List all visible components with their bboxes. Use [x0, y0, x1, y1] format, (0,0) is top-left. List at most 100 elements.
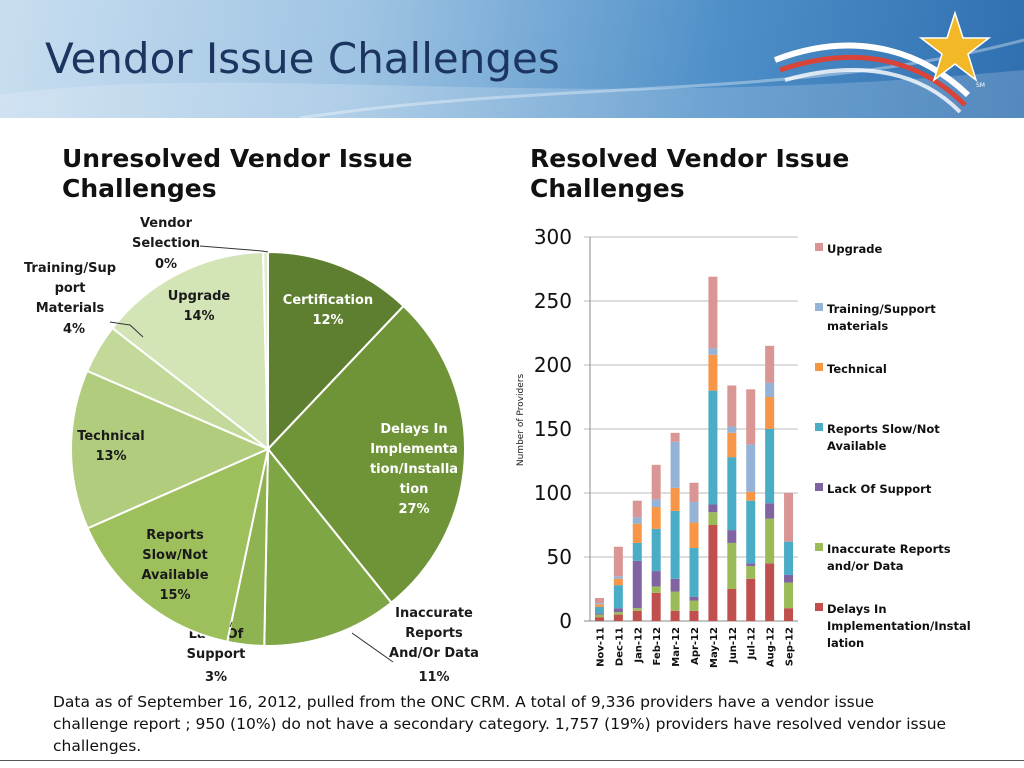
y-tick-label: 0 — [559, 609, 572, 633]
bar-segment-May-12-2 — [708, 505, 717, 513]
bar-segment-Sep-12-0 — [784, 608, 793, 621]
bar-segment-Sep-12-6 — [784, 493, 793, 542]
bar-segment-Jun-12-0 — [727, 589, 736, 621]
bar-segment-Apr-12-6 — [690, 483, 699, 502]
bar-segment-Mar-12-2 — [671, 579, 680, 592]
bar-segment-Mar-12-3 — [671, 511, 680, 579]
legend-swatch-6 — [815, 243, 823, 251]
x-tick-label: Feb-12 — [652, 627, 663, 665]
bar-segment-Dec-11-1 — [614, 612, 623, 615]
bar-segment-Jun-12-5 — [727, 426, 736, 432]
bar-segment-Jun-12-6 — [727, 385, 736, 426]
bar-segment-Dec-11-5 — [614, 576, 623, 579]
bar-segment-Dec-11-3 — [614, 585, 623, 608]
x-tick-label: Aug-12 — [766, 627, 777, 667]
bar-segment-Apr-12-2 — [690, 597, 699, 601]
bar-segment-Feb-12-1 — [652, 586, 661, 592]
bar-segment-Jul-12-2 — [746, 563, 755, 566]
legend-swatch-5 — [815, 303, 823, 311]
bar-segment-Nov-11-6 — [595, 598, 604, 603]
bar-segment-Feb-12-0 — [652, 593, 661, 621]
bar-segment-Nov-11-3 — [595, 607, 604, 613]
bar-segment-Jul-12-3 — [746, 501, 755, 564]
y-axis-label: Number of Providers — [516, 374, 526, 467]
bar-segment-Nov-11-0 — [595, 617, 604, 621]
bar-segment-Apr-12-4 — [690, 522, 699, 548]
x-tick-label: Apr-12 — [690, 627, 701, 665]
bar-segment-Jul-12-5 — [746, 444, 755, 491]
bar-segment-Nov-11-2 — [595, 613, 604, 614]
bar-segment-Jan-12-3 — [633, 543, 642, 561]
bar-segment-Dec-11-4 — [614, 579, 623, 585]
bar-segment-Mar-12-1 — [671, 592, 680, 611]
bar-segment-Apr-12-1 — [690, 601, 699, 611]
bar-segment-Feb-12-4 — [652, 507, 661, 529]
bar-segment-Jul-12-1 — [746, 566, 755, 579]
bar-segment-Nov-11-4 — [595, 604, 604, 607]
x-tick-label: Jan-12 — [633, 627, 644, 664]
bar-segment-Jan-12-4 — [633, 524, 642, 543]
bar-segment-Sep-12-1 — [784, 583, 793, 609]
bar-segment-May-12-1 — [708, 512, 717, 525]
x-tick-label: Jun-12 — [728, 627, 739, 664]
y-tick-label: 200 — [534, 353, 572, 377]
bar-segment-Nov-11-1 — [595, 615, 604, 618]
bar-segment-Jun-12-2 — [727, 530, 736, 543]
legend-label-3: Reports Slow/Not Available — [827, 422, 940, 453]
bar-segment-Jan-12-6 — [633, 501, 642, 518]
bar-segment-Mar-12-6 — [671, 433, 680, 442]
y-tick-label: 250 — [534, 289, 572, 313]
bar-segment-Apr-12-0 — [690, 611, 699, 621]
bar-segment-Jan-12-5 — [633, 517, 642, 523]
bar-segment-Dec-11-2 — [614, 608, 623, 612]
x-tick-label: May-12 — [709, 627, 720, 668]
bar-segment-May-12-0 — [708, 525, 717, 621]
bar-segment-Aug-12-0 — [765, 563, 774, 621]
bar-segment-Aug-12-2 — [765, 503, 774, 518]
footnote: Data as of September 16, 2012, pulled fr… — [53, 691, 953, 757]
legend-swatch-0 — [815, 603, 823, 611]
x-tick-label: Dec-11 — [614, 627, 625, 666]
bar-segment-Dec-11-0 — [614, 615, 623, 621]
bar-segment-Jul-12-0 — [746, 579, 755, 621]
legend-label-0: Delays In Implementation/Instal lation — [827, 602, 971, 650]
bar-segment-May-12-4 — [708, 355, 717, 391]
bar-segment-Jun-12-4 — [727, 433, 736, 457]
bar-segment-Aug-12-3 — [765, 429, 774, 503]
legend-label-5: Training/Support materials — [827, 302, 936, 333]
legend-label-2: Lack Of Support — [827, 482, 932, 496]
x-tick-label: Nov-11 — [595, 627, 606, 667]
bar-segment-Jan-12-1 — [633, 608, 642, 611]
bar-segment-Jul-12-6 — [746, 389, 755, 444]
y-tick-label: 300 — [534, 225, 572, 249]
bar-segment-Feb-12-6 — [652, 465, 661, 500]
bar-segment-Aug-12-6 — [765, 346, 774, 383]
x-tick-label: Jul-12 — [747, 627, 758, 660]
bar-segment-Jun-12-3 — [727, 457, 736, 530]
legend-label-4: Technical — [827, 362, 887, 376]
bar-segment-Aug-12-4 — [765, 397, 774, 429]
bar-segment-Feb-12-3 — [652, 529, 661, 571]
legend-label-6: Upgrade — [827, 242, 882, 256]
x-tick-label: Sep-12 — [785, 627, 796, 666]
bar-segment-Sep-12-2 — [784, 575, 793, 583]
bar-segment-May-12-3 — [708, 391, 717, 505]
bottom-divider — [0, 760, 1024, 761]
legend-swatch-1 — [815, 543, 823, 551]
bar-segment-Mar-12-5 — [671, 442, 680, 488]
bar-segment-Jul-12-4 — [746, 492, 755, 501]
bar-segment-May-12-5 — [708, 348, 717, 354]
bar-segment-Aug-12-5 — [765, 383, 774, 397]
bar-segment-Aug-12-1 — [765, 519, 774, 564]
bar-segment-Sep-12-3 — [784, 542, 793, 575]
bar-segment-Jan-12-2 — [633, 561, 642, 608]
bar-segment-Feb-12-5 — [652, 499, 661, 507]
legend-label-1: Inaccurate Reports and/or Data — [827, 542, 951, 573]
legend-swatch-4 — [815, 363, 823, 371]
y-tick-label: 100 — [534, 481, 572, 505]
bar-segment-May-12-6 — [708, 277, 717, 349]
y-tick-label: 50 — [547, 545, 572, 569]
bar-segment-Jan-12-0 — [633, 611, 642, 621]
bar-segment-Apr-12-3 — [690, 548, 699, 597]
y-tick-label: 150 — [534, 417, 572, 441]
